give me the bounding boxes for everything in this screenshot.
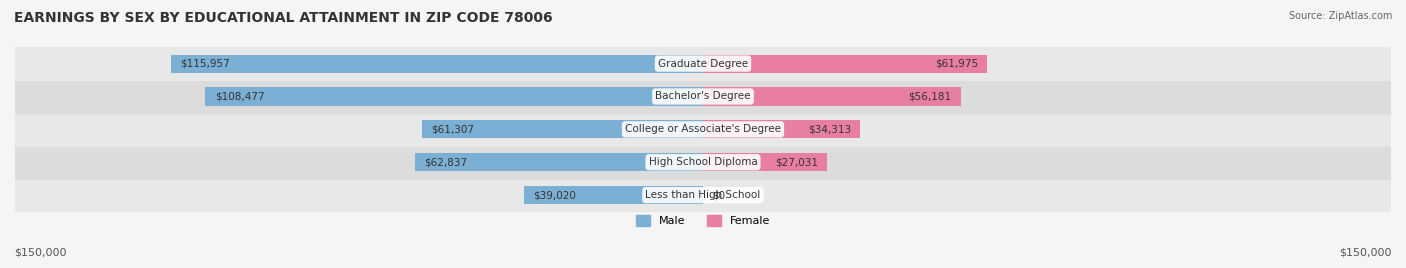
Text: Source: ZipAtlas.com: Source: ZipAtlas.com [1288, 11, 1392, 21]
Text: $56,181: $56,181 [908, 91, 952, 102]
Text: Less than High School: Less than High School [645, 190, 761, 200]
Bar [703, 55, 987, 73]
Bar [15, 47, 1391, 80]
Bar [422, 120, 703, 138]
Text: $34,313: $34,313 [808, 124, 851, 134]
Bar [172, 55, 703, 73]
Bar [205, 87, 703, 106]
Bar [703, 120, 860, 138]
Text: $62,837: $62,837 [425, 157, 467, 167]
Text: EARNINGS BY SEX BY EDUCATIONAL ATTAINMENT IN ZIP CODE 78006: EARNINGS BY SEX BY EDUCATIONAL ATTAINMEN… [14, 11, 553, 25]
Text: $108,477: $108,477 [215, 91, 264, 102]
Text: Bachelor's Degree: Bachelor's Degree [655, 91, 751, 102]
Text: $27,031: $27,031 [775, 157, 818, 167]
Bar [415, 153, 703, 171]
Bar [703, 87, 960, 106]
Text: High School Diploma: High School Diploma [648, 157, 758, 167]
Bar [15, 80, 1391, 113]
Bar [15, 146, 1391, 179]
Text: $61,307: $61,307 [432, 124, 474, 134]
Text: $61,975: $61,975 [935, 59, 979, 69]
Bar [15, 113, 1391, 146]
Bar [15, 179, 1391, 211]
Bar [703, 153, 827, 171]
Legend: Male, Female: Male, Female [631, 210, 775, 231]
Text: $150,000: $150,000 [1340, 247, 1392, 257]
Bar [524, 186, 703, 204]
Text: $39,020: $39,020 [533, 190, 576, 200]
Text: Graduate Degree: Graduate Degree [658, 59, 748, 69]
Text: $115,957: $115,957 [180, 59, 231, 69]
Text: $150,000: $150,000 [14, 247, 66, 257]
Text: College or Associate's Degree: College or Associate's Degree [626, 124, 780, 134]
Text: $0: $0 [713, 190, 725, 200]
